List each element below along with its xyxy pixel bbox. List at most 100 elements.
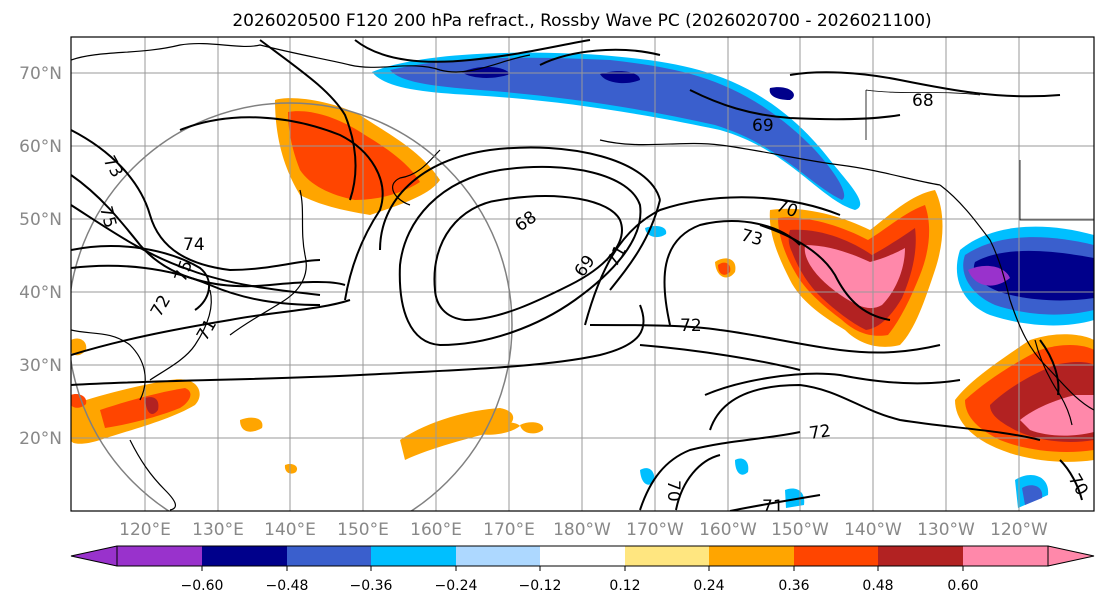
contour-70-south bbox=[675, 454, 721, 511]
colorbar-bin bbox=[625, 546, 709, 566]
colorbar-tick-label: −0.36 bbox=[350, 578, 393, 594]
contour bbox=[71, 304, 645, 386]
map-panel: 73 75 74 75 72 71 68 69 71 70 73 72 68 6… bbox=[71, 37, 1094, 517]
lat-label: 30°N bbox=[19, 356, 62, 376]
contour-label: 70 bbox=[663, 480, 683, 502]
colorbar-bin bbox=[709, 546, 794, 566]
refractive-index-contours bbox=[71, 39, 1083, 511]
lon-label: 160°E bbox=[410, 520, 462, 540]
colorbar-bin bbox=[202, 546, 287, 566]
map-frame bbox=[70, 36, 1095, 512]
contour-label: 72 bbox=[808, 421, 832, 444]
coastline-north-america bbox=[939, 184, 1094, 411]
colorbar-extend-low bbox=[71, 546, 117, 566]
coastline-aleutians-alaska bbox=[599, 139, 941, 186]
colorbar-bin bbox=[878, 546, 963, 566]
contour-label: 69 bbox=[752, 116, 774, 136]
contour-70-east bbox=[1059, 459, 1083, 501]
contour-70 bbox=[663, 220, 801, 326]
contour bbox=[71, 245, 210, 311]
contour-68 bbox=[433, 195, 623, 322]
colorbar-bin bbox=[287, 546, 371, 566]
colorbar-segments bbox=[117, 546, 1048, 566]
contour bbox=[71, 204, 321, 296]
contour-72-south bbox=[709, 383, 1041, 441]
contour-label: 68 bbox=[912, 91, 934, 111]
lat-label: 60°N bbox=[19, 137, 62, 157]
political-borders bbox=[865, 89, 1094, 221]
colorbar-outline bbox=[116, 545, 1049, 567]
colorbar-ticks: −0.60 −0.48 −0.36 −0.24 −0.12 0.12 0.24 … bbox=[181, 578, 979, 594]
lon-label: 170°W bbox=[626, 520, 684, 540]
colorbar-bin bbox=[456, 546, 540, 566]
shading-layer bbox=[71, 52, 1094, 508]
colorbar-tick-label: 0.12 bbox=[609, 578, 640, 594]
lon-label: 140°W bbox=[844, 520, 902, 540]
contour bbox=[259, 39, 357, 201]
colorbar: −0.60 −0.48 −0.36 −0.24 −0.12 0.12 0.24 … bbox=[70, 545, 1095, 594]
colorbar-tick-label: 0.48 bbox=[862, 578, 893, 594]
colorbar-bin bbox=[963, 546, 1048, 566]
contour bbox=[639, 431, 801, 511]
lat-label: 70°N bbox=[19, 64, 62, 84]
colorbar-outline-high bbox=[1047, 545, 1095, 567]
colorbar-tick-marks bbox=[201, 566, 964, 571]
contour-68-north bbox=[789, 71, 1061, 98]
positive-anomaly-mexico bbox=[955, 334, 1094, 462]
contour bbox=[354, 39, 591, 63]
colorbar-tick-label: −0.48 bbox=[266, 578, 309, 594]
colorbar-bin bbox=[540, 546, 625, 566]
contour bbox=[71, 264, 321, 306]
coastline-baja bbox=[1034, 339, 1073, 426]
coastline-arctic bbox=[71, 42, 531, 73]
contour-69 bbox=[398, 165, 642, 347]
contour-label: 72 bbox=[680, 316, 702, 336]
lon-label: 140°E bbox=[264, 520, 316, 540]
lon-label: 150°W bbox=[771, 520, 829, 540]
lon-label: 180°W bbox=[553, 520, 611, 540]
coastline-kamchatka bbox=[392, 149, 441, 206]
colorbar-tick-label: 0.60 bbox=[947, 578, 978, 594]
colorbar-tick-label: −0.60 bbox=[181, 578, 224, 594]
lon-label: 120°E bbox=[119, 520, 171, 540]
colorbar-tick-label: 0.36 bbox=[778, 578, 809, 594]
contour-73 bbox=[759, 224, 891, 321]
lon-label: 130°E bbox=[192, 520, 244, 540]
contour bbox=[639, 344, 801, 371]
contour bbox=[71, 299, 351, 356]
lon-label: 150°E bbox=[337, 520, 389, 540]
lon-label: 130°W bbox=[917, 520, 975, 540]
contour bbox=[379, 146, 661, 251]
lon-axis-labels: 120°E 130°E 140°E 150°E 160°E 170°E 180°… bbox=[119, 520, 1048, 540]
coastline-korea bbox=[149, 289, 212, 381]
colorbar-bin bbox=[117, 546, 202, 566]
contour-71-south bbox=[729, 494, 821, 511]
contour-69-north bbox=[689, 89, 901, 121]
contour bbox=[1039, 339, 1060, 396]
contour-label: 74 bbox=[183, 235, 205, 255]
lon-label: 120°W bbox=[990, 520, 1048, 540]
contour-labels: 73 75 74 75 72 71 68 69 71 70 73 72 68 6… bbox=[95, 91, 1092, 517]
positive-anomaly-gulf-of-alaska bbox=[769, 190, 943, 347]
colorbar-tick-label: 0.24 bbox=[693, 578, 724, 594]
colorbar-extend-high bbox=[1048, 546, 1094, 566]
coastlines bbox=[71, 42, 1094, 511]
contour bbox=[71, 129, 321, 272]
contour-71 bbox=[584, 196, 841, 326]
colorbar-tick-label: −0.12 bbox=[519, 578, 562, 594]
colorbar-tick-label: −0.24 bbox=[435, 578, 478, 594]
contour-72 bbox=[589, 324, 941, 354]
contour-label: 71 bbox=[762, 497, 784, 517]
lon-label: 160°W bbox=[699, 520, 757, 540]
graticule bbox=[71, 37, 1094, 511]
lat-label: 20°N bbox=[19, 429, 62, 449]
positive-anomaly-subtropical bbox=[71, 226, 1049, 508]
colorbar-bin bbox=[794, 546, 878, 566]
lat-axis-labels: 70°N 60°N 50°N 40°N 30°N 20°N bbox=[19, 64, 62, 449]
region-circle bbox=[71, 102, 513, 511]
contour bbox=[539, 48, 661, 66]
lon-label: 170°E bbox=[483, 520, 535, 540]
contour bbox=[179, 116, 384, 301]
lat-label: 50°N bbox=[19, 210, 62, 230]
